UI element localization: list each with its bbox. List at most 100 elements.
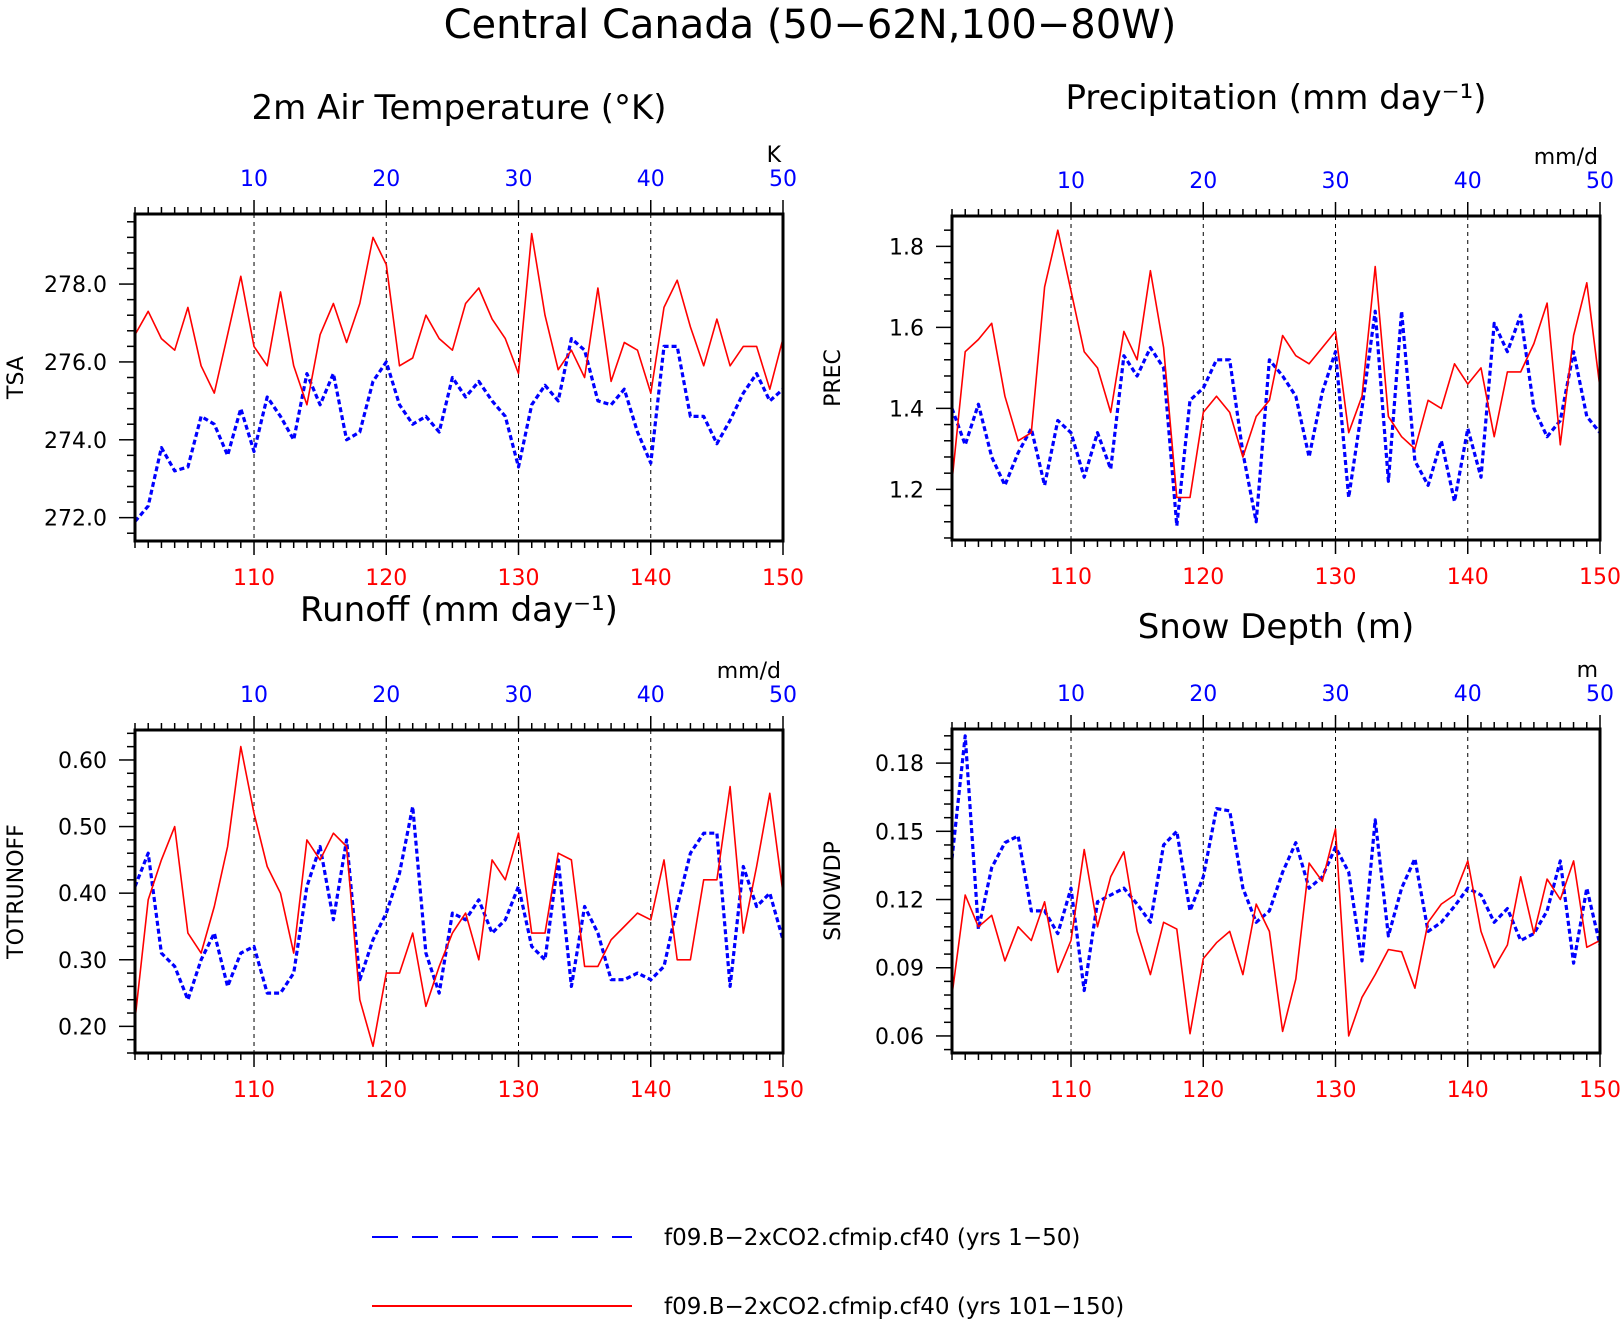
x-bottom-tick-label: 140	[630, 1078, 672, 1103]
data-point	[451, 376, 453, 378]
data-point	[279, 291, 281, 293]
x-bottom-tick-label: 130	[1315, 565, 1357, 590]
data-point	[1096, 432, 1098, 434]
data-point	[478, 287, 480, 289]
y-tick-label: 276.0	[44, 351, 107, 376]
x-bottom-tick-label: 120	[365, 1078, 407, 1103]
data-point	[226, 334, 228, 336]
y-tick-label: 0.18	[875, 752, 924, 777]
data-point	[1268, 399, 1270, 401]
x-bottom-tick-label: 110	[1050, 565, 1092, 590]
data-point	[160, 337, 162, 339]
data-point	[1162, 844, 1164, 846]
data-point	[464, 302, 466, 304]
data-point	[1361, 395, 1363, 397]
data-point	[1400, 951, 1402, 953]
x-bottom-tick-label: 150	[1579, 1078, 1621, 1103]
data-point	[372, 236, 374, 238]
data-point	[1334, 330, 1336, 332]
data-point	[1149, 270, 1151, 272]
data-point	[689, 959, 691, 961]
data-point	[504, 337, 506, 339]
data-point	[1057, 229, 1059, 231]
data-point	[412, 357, 414, 359]
y-tick-label: 0.30	[58, 949, 107, 974]
data-point	[1400, 310, 1402, 312]
data-point	[213, 392, 215, 394]
data-point	[689, 852, 691, 854]
data-point	[991, 867, 993, 869]
data-point	[1586, 887, 1588, 889]
data-point	[1268, 359, 1270, 361]
data-point	[1255, 521, 1257, 523]
data-point	[1334, 351, 1336, 353]
data-point	[1189, 1033, 1191, 1035]
data-point	[1215, 807, 1217, 809]
unit-label: mm/d	[1534, 145, 1598, 170]
data-point	[1387, 480, 1389, 482]
data-point	[1043, 286, 1045, 288]
data-point	[1493, 322, 1495, 324]
data-point	[398, 972, 400, 974]
data-point	[977, 403, 979, 405]
data-point	[1281, 375, 1283, 377]
data-point	[1295, 395, 1297, 397]
data-point	[517, 466, 519, 468]
x-top-tick-label: 20	[372, 683, 400, 708]
data-point	[1348, 871, 1350, 873]
data-point	[1520, 371, 1522, 373]
x-top-tick-label: 40	[637, 683, 665, 708]
data-point	[319, 859, 321, 861]
data-point	[306, 404, 308, 406]
data-point	[1281, 871, 1283, 873]
data-point	[557, 369, 559, 371]
data-point	[1057, 971, 1059, 973]
data-point	[544, 384, 546, 386]
data-point	[1004, 395, 1006, 397]
x-top-tick-label: 30	[505, 683, 533, 708]
data-point	[372, 380, 374, 382]
data-point	[345, 839, 347, 841]
data-point	[1506, 944, 1508, 946]
data-point	[385, 361, 387, 363]
data-point	[663, 965, 665, 967]
x-top-tick-label: 50	[1586, 169, 1614, 194]
data-point	[1467, 427, 1469, 429]
data-point	[755, 905, 757, 907]
data-point	[1467, 887, 1469, 889]
data-point	[1440, 440, 1442, 442]
data-point	[729, 985, 731, 987]
data-point	[504, 415, 506, 417]
x-top-tick-label: 10	[1057, 169, 1085, 194]
data-point	[1520, 314, 1522, 316]
data-point	[266, 365, 268, 367]
data-point	[332, 372, 334, 374]
x-top-tick-label: 40	[1454, 169, 1482, 194]
data-point	[253, 812, 255, 814]
x-top-tick-label: 10	[1057, 682, 1085, 707]
data-point	[398, 404, 400, 406]
data-point	[1281, 334, 1283, 336]
data-point	[1586, 415, 1588, 417]
data-point	[531, 232, 533, 234]
data-point	[1057, 419, 1059, 421]
x-top-tick-label: 30	[1322, 169, 1350, 194]
y-tick-label: 0.50	[58, 816, 107, 841]
data-point	[491, 859, 493, 861]
data-point	[147, 899, 149, 901]
data-point	[1440, 903, 1442, 905]
data-point	[597, 965, 599, 967]
data-point	[1176, 830, 1178, 832]
data-point	[1162, 921, 1164, 923]
data-point	[1242, 973, 1244, 975]
data-point	[597, 287, 599, 289]
data-point	[1546, 910, 1548, 912]
data-point	[1083, 848, 1085, 850]
data-point	[504, 919, 506, 921]
data-point	[213, 932, 215, 934]
data-point	[174, 825, 176, 827]
data-point	[226, 845, 228, 847]
data-point	[597, 932, 599, 934]
data-point	[1017, 926, 1019, 928]
data-point	[319, 845, 321, 847]
